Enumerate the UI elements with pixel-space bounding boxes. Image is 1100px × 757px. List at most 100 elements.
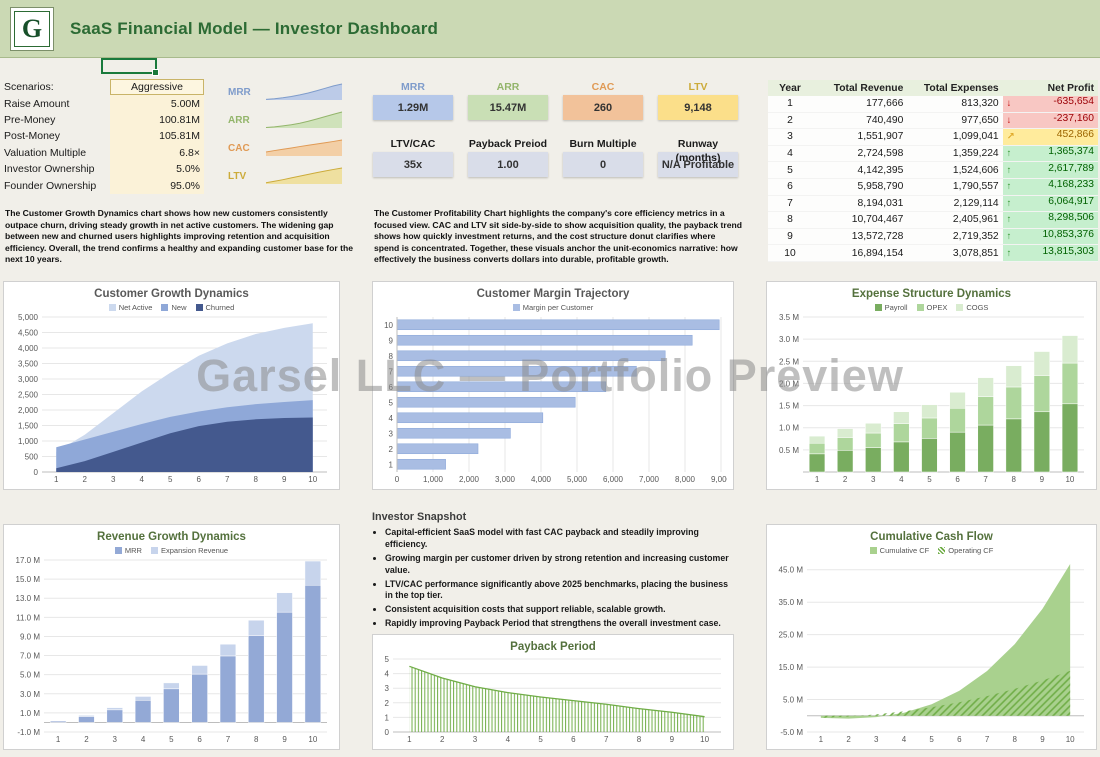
trend-up-icon: ↑ — [1006, 164, 1012, 176]
chart-title: Payback Period — [510, 641, 596, 653]
svg-text:-1.0 M: -1.0 M — [17, 728, 40, 737]
svg-text:5: 5 — [929, 735, 934, 744]
chart-title: Customer Growth Dynamics — [94, 288, 249, 300]
pnl-year-cell: 7 — [768, 195, 812, 213]
svg-text:8: 8 — [1013, 735, 1018, 744]
pnl-revenue-cell: 13,572,728 — [812, 228, 908, 246]
scenario-row: Raise Amount 5.00M — [4, 95, 206, 112]
trend-up-icon: ↑ — [1006, 197, 1012, 209]
svg-text:3,000: 3,000 — [495, 475, 516, 484]
customer-growth-note: The Customer Growth Dynamics chart shows… — [5, 208, 353, 265]
svg-text:1: 1 — [815, 475, 820, 484]
pnl-revenue-cell: 177,666 — [812, 96, 908, 113]
payback-period-chart: Payback Period 0 1 2 3 4 5 1 2 3 4 5 6 7 8 9 10 — [372, 634, 734, 750]
scenario-panel: Scenarios: Aggressive Raise Amount 5.00M Pre… — [4, 79, 206, 194]
pnl-profit-value: 10,853,376 — [1042, 229, 1094, 241]
profitability-note: The Customer Profitability Chart highlig… — [374, 208, 742, 265]
chart-title: Expense Structure Dynamics — [851, 288, 1012, 300]
svg-text:4: 4 — [506, 735, 511, 744]
svg-text:9: 9 — [282, 735, 287, 744]
kpi-label: MRR — [401, 81, 425, 93]
svg-text:1,000: 1,000 — [18, 437, 39, 446]
svg-text:1: 1 — [389, 460, 394, 469]
pnl-profit-cell: ↑ 1,365,374 — [1002, 145, 1098, 163]
svg-text:5: 5 — [385, 655, 390, 664]
kpi-grid: MRR 1.29M ARR 15.47M CAC 260 LTV 9,148 LTV/CAC 35… — [373, 80, 753, 180]
pnl-year-cell: 2 — [768, 112, 812, 130]
pnl-row: 3 1,551,907 1,099,041 ↗ 452,866 — [768, 128, 1098, 146]
legend-label: Churned — [205, 303, 235, 312]
legend-label: MRR — [124, 546, 142, 555]
kpi-label: LTV — [688, 81, 708, 93]
legend-label: Net Active — [118, 303, 153, 312]
svg-text:4: 4 — [902, 735, 907, 744]
scenario-row: Scenarios: Aggressive — [4, 79, 206, 96]
svg-text:2,000: 2,000 — [459, 475, 480, 484]
pnl-profit-cell: ↑ 4,168,233 — [1002, 178, 1098, 196]
pnl-revenue-cell: 2,724,598 — [812, 145, 908, 163]
svg-text:2,500: 2,500 — [18, 391, 39, 400]
svg-text:8: 8 — [637, 735, 642, 744]
svg-text:6: 6 — [957, 735, 962, 744]
kpi-card: Runway (months) N/A Profitable — [658, 137, 738, 177]
kpi-value: 9,148 — [658, 95, 738, 120]
svg-text:5: 5 — [927, 475, 932, 484]
scenario-row: Valuation Multiple 6.8× — [4, 144, 206, 161]
svg-text:-5.0 M: -5.0 M — [780, 728, 803, 737]
scenario-value: 5.00M — [110, 95, 204, 112]
svg-text:4: 4 — [141, 735, 146, 744]
legend-item: Net Active — [108, 303, 153, 312]
selection-fill-handle[interactable] — [152, 69, 159, 76]
pnl-profit-value: -237,160 — [1053, 112, 1094, 124]
snapshot-bullet: Capital-efficient SaaS model with fast C… — [385, 527, 736, 551]
svg-text:15.0 M: 15.0 M — [779, 663, 804, 672]
svg-text:7.0 M: 7.0 M — [20, 652, 40, 661]
svg-text:10: 10 — [308, 735, 317, 744]
svg-text:9: 9 — [282, 475, 287, 484]
chart-plot: 0.5 M 1.0 M 1.5 M 2.0 M 2.5 M 3.0 M 3.5 M 1 2 3 4 5… — [773, 313, 1090, 485]
pnl-revenue-cell: 5,958,790 — [812, 178, 908, 196]
sparkline-row: CAC — [228, 134, 350, 162]
svg-text:6: 6 — [197, 475, 202, 484]
pnl-profit-cell: ↑ 13,815,303 — [1002, 244, 1098, 262]
svg-text:8: 8 — [254, 735, 259, 744]
svg-text:11.0 M: 11.0 M — [16, 613, 40, 622]
kpi-value: 0 — [563, 152, 643, 177]
kpi-card: LTV/CAC 35x — [373, 137, 453, 177]
svg-text:9.0 M: 9.0 M — [20, 632, 40, 641]
svg-text:4,000: 4,000 — [531, 475, 552, 484]
legend-swatch — [874, 304, 882, 311]
legend-label: Operating CF — [948, 546, 994, 555]
svg-text:5.0 M: 5.0 M — [20, 671, 40, 680]
kpi-label: CAC — [591, 81, 615, 93]
svg-text:5,000: 5,000 — [18, 313, 39, 322]
scenario-selector[interactable]: Aggressive — [110, 79, 204, 96]
cell-selection[interactable] — [101, 58, 159, 76]
sparkline-label: LTV — [228, 170, 247, 182]
chart-legend: MRR Expansion Revenue — [10, 545, 333, 556]
snapshot-bullet: Consistent acquisition costs that suppor… — [385, 604, 736, 616]
svg-text:1.0 M: 1.0 M — [20, 709, 40, 718]
pnl-profit-cell: ↗ 452,866 — [1002, 128, 1098, 146]
kpi-value: 1.00 — [468, 152, 548, 177]
legend-item: New — [161, 303, 187, 312]
pnl-profit-cell: ↑ 2,617,789 — [1002, 161, 1098, 179]
pnl-year-cell: 6 — [768, 178, 812, 196]
svg-text:2: 2 — [846, 735, 851, 744]
svg-text:2.0 M: 2.0 M — [779, 379, 799, 388]
svg-text:45.0 M: 45.0 M — [779, 566, 804, 575]
svg-text:2: 2 — [440, 735, 445, 744]
chart-legend: Net Active New Churned — [10, 302, 333, 313]
svg-text:1: 1 — [819, 735, 824, 744]
trend-up-icon: ↑ — [1006, 214, 1012, 226]
trend-up-icon: ↑ — [1006, 148, 1012, 160]
legend-swatch — [512, 304, 520, 311]
scenario-row: Post-Money 105.81M — [4, 128, 206, 145]
svg-text:5: 5 — [169, 735, 174, 744]
svg-text:1,500: 1,500 — [18, 422, 39, 431]
sparkline-chart — [264, 110, 344, 130]
kpi-value: N/A Profitable — [658, 152, 738, 177]
pnl-row: 4 2,724,598 1,359,224 ↑ 1,365,374 — [768, 145, 1098, 163]
svg-text:2: 2 — [84, 735, 89, 744]
sparkline-row: ARR — [228, 106, 350, 134]
